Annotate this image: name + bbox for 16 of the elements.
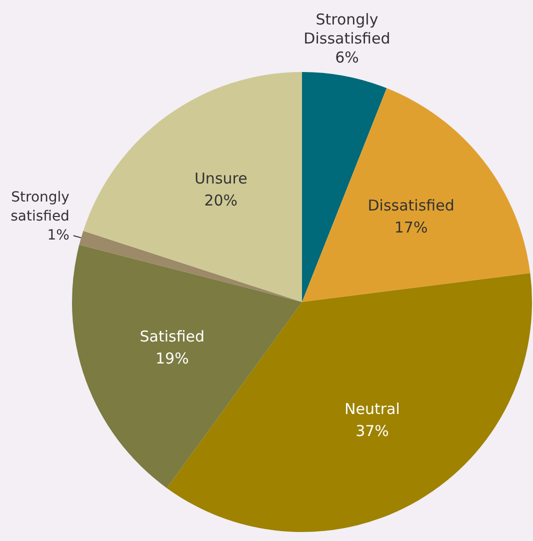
data-label: 6% — [335, 48, 359, 66]
data-label: 17% — [394, 218, 428, 237]
pie-slice — [302, 88, 530, 302]
slice-label: Neutral — [344, 400, 400, 418]
pie-slice — [79, 230, 302, 302]
pie-slice — [83, 72, 302, 302]
pie-slice — [72, 244, 302, 488]
data-label: 19% — [155, 350, 189, 368]
data-label: 20% — [204, 191, 238, 210]
slice-label: Strongly Dissatisfied — [304, 10, 390, 48]
slice-label: Satisfied — [140, 328, 205, 346]
data-label: 37% — [356, 422, 389, 440]
data-label: 1% — [47, 228, 70, 244]
slice-label: Strongly satisfied — [10, 190, 70, 225]
slice-label: Unsure — [194, 169, 248, 188]
slice-label: Dissatisfied — [368, 196, 454, 215]
